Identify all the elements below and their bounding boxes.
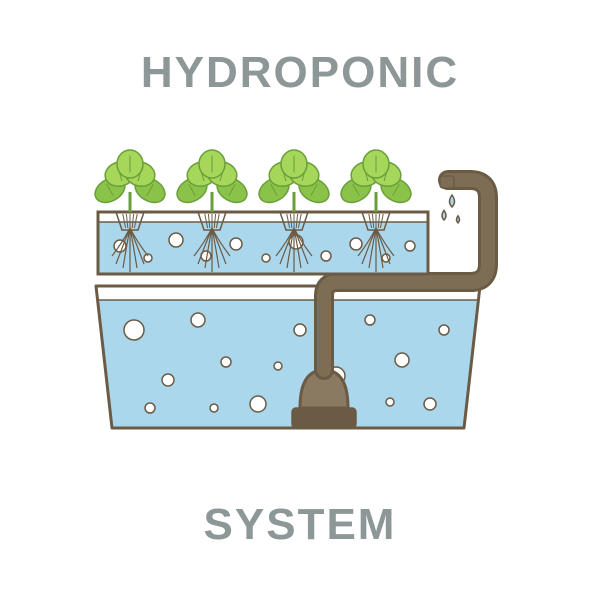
tube-spout — [440, 176, 454, 188]
bubble — [386, 398, 394, 406]
bubble — [350, 238, 362, 250]
bubble — [191, 313, 205, 327]
bubble — [169, 233, 183, 247]
bubble — [221, 357, 231, 367]
bubble — [321, 251, 331, 261]
pump-base — [292, 408, 356, 428]
water-drop — [457, 216, 460, 223]
bubble — [210, 404, 218, 412]
bubble — [124, 320, 144, 340]
water-drop — [442, 210, 446, 220]
bubble — [145, 403, 155, 413]
title-top: HYDROPONIC — [0, 48, 600, 98]
bubble — [405, 241, 415, 251]
bubble — [424, 398, 436, 410]
water-drop — [450, 195, 455, 207]
bubble — [162, 374, 174, 386]
bubble — [262, 254, 270, 262]
bubble — [230, 238, 242, 250]
bubble — [250, 396, 266, 412]
bubble — [395, 353, 409, 367]
bubble — [439, 325, 449, 335]
bubble — [294, 324, 306, 336]
title-bottom: SYSTEM — [0, 500, 600, 550]
bubble — [365, 315, 375, 325]
bubble — [274, 362, 282, 370]
